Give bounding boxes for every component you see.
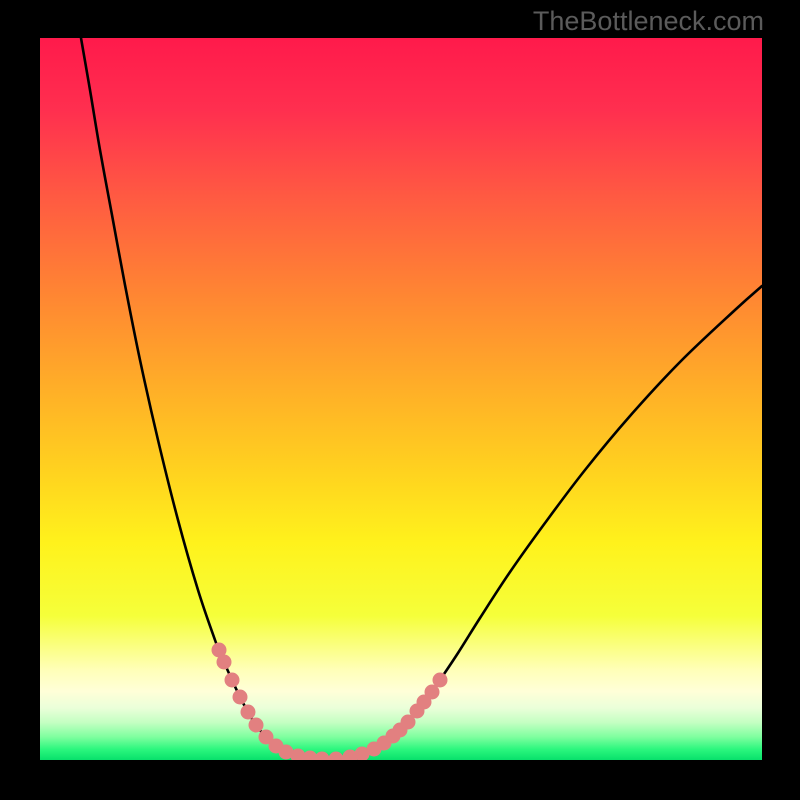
bottleneck-curve [81,38,762,759]
watermark-text: TheBottleneck.com [533,6,764,37]
curve-dot-left [241,705,256,720]
curve-dot-left [217,655,232,670]
curve-dot-left [249,718,264,733]
curve-dot-right [329,752,344,767]
curve-dot-left [315,752,330,767]
curve-dot-left [233,690,248,705]
curve-dot-right [433,673,448,688]
chart-svg [0,0,800,800]
curve-dot-left [225,673,240,688]
